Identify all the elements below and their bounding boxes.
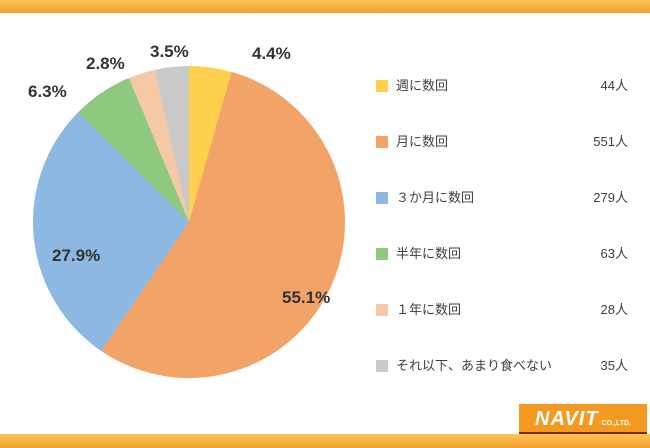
legend-item-rarely: それ以下、あまり食べない 35人 bbox=[376, 358, 628, 374]
legend-item-monthly: 月に数回 551人 bbox=[376, 134, 628, 150]
legend-item-yearly: １年に数回 28人 bbox=[376, 302, 628, 318]
pie-percent-label-weekly: 4.4% bbox=[252, 44, 291, 63]
legend-item-halfyear: 半年に数回 63人 bbox=[376, 246, 628, 262]
legend-count: 551人 bbox=[593, 134, 628, 149]
legend-count: 63人 bbox=[600, 246, 628, 261]
pie-percent-label-halfyear: 6.3% bbox=[28, 82, 67, 101]
pie-percent-label-monthly: 55.1% bbox=[282, 288, 331, 307]
navit-logo-suffix: CO.,LTD. bbox=[601, 420, 631, 427]
legend-label: ３か月に数回 bbox=[396, 190, 475, 205]
navit-logo-main: NAVIT CO.,LTD. bbox=[519, 404, 647, 432]
legend-count: 28人 bbox=[600, 302, 628, 317]
legend-swatch-3months bbox=[376, 192, 388, 204]
top-accent-bar bbox=[0, 0, 650, 13]
legend-swatch-rarely bbox=[376, 360, 388, 372]
legend-item-3months: ３か月に数回 279人 bbox=[376, 190, 628, 206]
legend-swatch-weekly bbox=[376, 80, 388, 92]
bottom-accent-bar bbox=[0, 434, 650, 448]
legend-label: １年に数回 bbox=[396, 302, 462, 317]
legend-label: 半年に数回 bbox=[396, 246, 462, 261]
legend-swatch-yearly bbox=[376, 304, 388, 316]
legend-count: 35人 bbox=[600, 358, 628, 373]
legend-label: 月に数回 bbox=[396, 134, 449, 149]
legend-item-weekly: 週に数回 44人 bbox=[376, 78, 628, 94]
legend-swatch-monthly bbox=[376, 136, 388, 148]
pie-percent-label-rarely: 3.5% bbox=[150, 42, 189, 61]
legend-swatch-halfyear bbox=[376, 248, 388, 260]
legend-count: 44人 bbox=[600, 78, 628, 93]
chart-legend: 週に数回 44人 月に数回 551人 ３か月に数回 279人 半年に数回 63人… bbox=[376, 78, 628, 374]
pie-chart bbox=[33, 66, 345, 378]
pie-percent-label-3months: 27.9% bbox=[52, 246, 101, 265]
legend-label: 週に数回 bbox=[396, 78, 449, 93]
legend-count: 279人 bbox=[593, 190, 628, 205]
pie-percent-label-yearly: 2.8% bbox=[86, 54, 125, 73]
navit-logo-name: NAVIT bbox=[535, 408, 599, 430]
legend-label: それ以下、あまり食べない bbox=[396, 358, 553, 373]
